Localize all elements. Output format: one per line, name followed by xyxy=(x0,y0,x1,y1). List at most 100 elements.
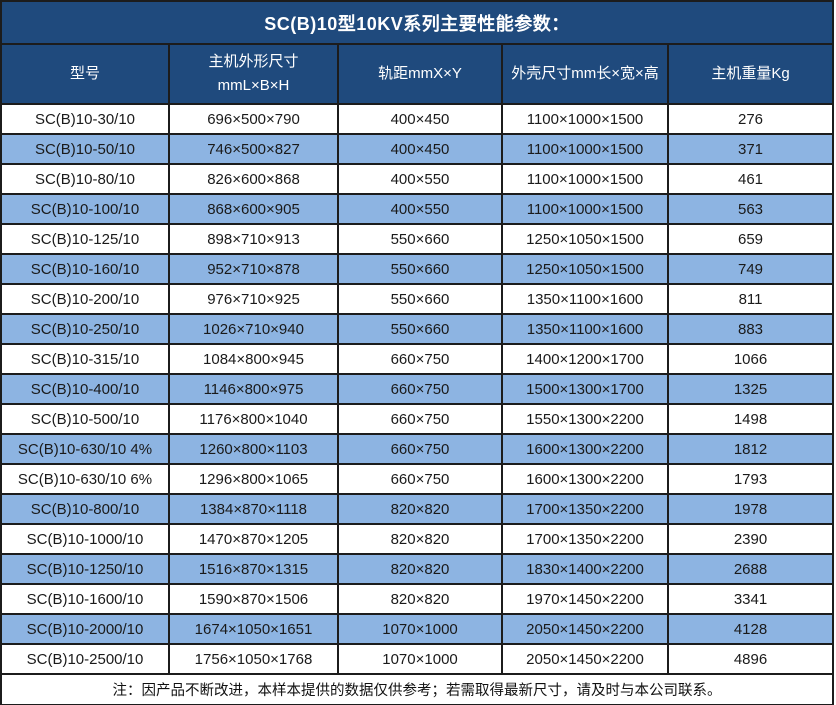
cell-rail-gauge: 550×660 xyxy=(337,313,503,345)
table-row: SC(B)10-250/10 1026×710×940 550×660 1350×11… xyxy=(0,313,835,345)
cell-unit-dimensions: 1756×1050×1768 xyxy=(168,643,339,675)
cell-model: SC(B)10-30/10 xyxy=(0,103,170,135)
cell-model: SC(B)10-80/10 xyxy=(0,163,170,195)
cell-shell-dimensions: 1970×1450×2200 xyxy=(501,583,669,615)
cell-shell-dimensions: 2050×1450×2200 xyxy=(501,643,669,675)
cell-unit-dimensions: 1296×800×1065 xyxy=(168,463,339,495)
cell-model: SC(B)10-125/10 xyxy=(0,223,170,255)
table-row: SC(B)10-315/10 1084×800×945 660×750 1400×12… xyxy=(0,343,835,375)
cell-model: SC(B)10-100/10 xyxy=(0,193,170,225)
col-header-unit-dimensions-line1: 主机外形尺寸 xyxy=(208,53,299,70)
cell-model: SC(B)10-200/10 xyxy=(0,283,170,315)
cell-model: SC(B)10-50/10 xyxy=(0,133,170,165)
col-header-shell-dimensions: 外壳尺寸mm长×宽×高 xyxy=(501,43,669,105)
cell-rail-gauge: 550×660 xyxy=(337,253,503,285)
cell-model: SC(B)10-1600/10 xyxy=(0,583,170,615)
table-row: SC(B)10-1600/10 1590×870×1506 820×820 1970×… xyxy=(0,583,835,615)
cell-rail-gauge: 820×820 xyxy=(337,523,503,555)
cell-weight: 749 xyxy=(666,253,835,285)
cell-shell-dimensions: 1600×1300×2200 xyxy=(501,433,669,465)
cell-model: SC(B)10-2000/10 xyxy=(0,613,170,645)
cell-shell-dimensions: 1700×1350×2200 xyxy=(501,523,669,555)
table-row: SC(B)10-100/10 868×600×905 400×550 1100×100… xyxy=(0,193,835,225)
col-header-model: 型号 xyxy=(0,43,170,105)
table-row: SC(B)10-2000/10 1674×1050×1651 1070×1000 20… xyxy=(0,613,835,645)
table-body: SC(B)10-30/10 696×500×790 400×450 1100×1000… xyxy=(0,103,835,675)
cell-rail-gauge: 820×820 xyxy=(337,493,503,525)
table-row: SC(B)10-500/10 1176×800×1040 660×750 1550×1… xyxy=(0,403,835,435)
note-row: 注：因产品不断改进，本样本提供的数据仅供参考；若需取得最新尺寸，请及时与本公司联… xyxy=(0,673,835,705)
table-row: SC(B)10-630/10 6% 1296×800×1065 660×750 160… xyxy=(0,463,835,495)
cell-model: SC(B)10-2500/10 xyxy=(0,643,170,675)
cell-shell-dimensions: 1400×1200×1700 xyxy=(501,343,669,375)
cell-unit-dimensions: 952×710×878 xyxy=(168,253,339,285)
cell-model: SC(B)10-1000/10 xyxy=(0,523,170,555)
table-row: SC(B)10-1250/10 1516×870×1315 820×820 1830×… xyxy=(0,553,835,585)
cell-model: SC(B)10-630/10 6% xyxy=(0,463,170,495)
cell-model: SC(B)10-160/10 xyxy=(0,253,170,285)
cell-shell-dimensions: 1100×1000×1500 xyxy=(501,103,669,135)
cell-rail-gauge: 1070×1000 xyxy=(337,643,503,675)
cell-unit-dimensions: 1084×800×945 xyxy=(168,343,339,375)
table-row: SC(B)10-800/10 1384×870×1118 820×820 1700×1… xyxy=(0,493,835,525)
cell-weight: 276 xyxy=(666,103,835,135)
cell-rail-gauge: 400×550 xyxy=(337,193,503,225)
cell-shell-dimensions: 1350×1100×1600 xyxy=(501,283,669,315)
cell-rail-gauge: 550×660 xyxy=(337,283,503,315)
table-row: SC(B)10-160/10 952×710×878 550×660 1250×105… xyxy=(0,253,835,285)
cell-weight: 4128 xyxy=(666,613,835,645)
cell-weight: 2688 xyxy=(666,553,835,585)
cell-model: SC(B)10-1250/10 xyxy=(0,553,170,585)
cell-weight: 371 xyxy=(666,133,835,165)
cell-weight: 4896 xyxy=(666,643,835,675)
cell-model: SC(B)10-800/10 xyxy=(0,493,170,525)
col-header-rail-gauge: 轨距mmX×Y xyxy=(337,43,503,105)
cell-unit-dimensions: 1590×870×1506 xyxy=(168,583,339,615)
col-header-unit-dimensions: 主机外形尺寸 mmL×B×H xyxy=(168,43,339,105)
cell-shell-dimensions: 2050×1450×2200 xyxy=(501,613,669,645)
cell-rail-gauge: 660×750 xyxy=(337,343,503,375)
cell-rail-gauge: 660×750 xyxy=(337,463,503,495)
table-row: SC(B)10-125/10 898×710×913 550×660 1250×105… xyxy=(0,223,835,255)
footer-note: 注：因产品不断改进，本样本提供的数据仅供参考；若需取得最新尺寸，请及时与本公司联… xyxy=(0,673,835,705)
cell-weight: 563 xyxy=(666,193,835,225)
cell-weight: 1325 xyxy=(666,373,835,405)
cell-rail-gauge: 820×820 xyxy=(337,583,503,615)
cell-rail-gauge: 820×820 xyxy=(337,553,503,585)
cell-shell-dimensions: 1100×1000×1500 xyxy=(501,193,669,225)
cell-unit-dimensions: 868×600×905 xyxy=(168,193,339,225)
cell-model: SC(B)10-630/10 4% xyxy=(0,433,170,465)
cell-weight: 1793 xyxy=(666,463,835,495)
cell-shell-dimensions: 1250×1050×1500 xyxy=(501,253,669,285)
cell-rail-gauge: 400×450 xyxy=(337,103,503,135)
table-row: SC(B)10-2500/10 1756×1050×1768 1070×1000 20… xyxy=(0,643,835,675)
page-title: SC(B)10型10KV系列主要性能参数： xyxy=(0,0,835,45)
cell-model: SC(B)10-250/10 xyxy=(0,313,170,345)
col-header-unit-dimensions-line2: mmL×B×H xyxy=(217,77,290,94)
cell-model: SC(B)10-500/10 xyxy=(0,403,170,435)
cell-weight: 1812 xyxy=(666,433,835,465)
cell-rail-gauge: 1070×1000 xyxy=(337,613,503,645)
cell-unit-dimensions: 1674×1050×1651 xyxy=(168,613,339,645)
cell-weight: 3341 xyxy=(666,583,835,615)
table-row: SC(B)10-1000/10 1470×870×1205 820×820 1700×… xyxy=(0,523,835,555)
cell-shell-dimensions: 1830×1400×2200 xyxy=(501,553,669,585)
cell-unit-dimensions: 1470×870×1205 xyxy=(168,523,339,555)
cell-weight: 811 xyxy=(666,283,835,315)
table-row: SC(B)10-50/10 746×500×827 400×450 1100×1000… xyxy=(0,133,835,165)
table-row: SC(B)10-30/10 696×500×790 400×450 1100×1000… xyxy=(0,103,835,135)
cell-unit-dimensions: 1026×710×940 xyxy=(168,313,339,345)
cell-weight: 883 xyxy=(666,313,835,345)
cell-shell-dimensions: 1250×1050×1500 xyxy=(501,223,669,255)
cell-shell-dimensions: 1550×1300×2200 xyxy=(501,403,669,435)
table-row: SC(B)10-200/10 976×710×925 550×660 1350×110… xyxy=(0,283,835,315)
cell-unit-dimensions: 1176×800×1040 xyxy=(168,403,339,435)
cell-rail-gauge: 660×750 xyxy=(337,403,503,435)
cell-rail-gauge: 400×450 xyxy=(337,133,503,165)
cell-unit-dimensions: 826×600×868 xyxy=(168,163,339,195)
cell-model: SC(B)10-400/10 xyxy=(0,373,170,405)
cell-unit-dimensions: 696×500×790 xyxy=(168,103,339,135)
cell-rail-gauge: 660×750 xyxy=(337,433,503,465)
cell-weight: 1498 xyxy=(666,403,835,435)
